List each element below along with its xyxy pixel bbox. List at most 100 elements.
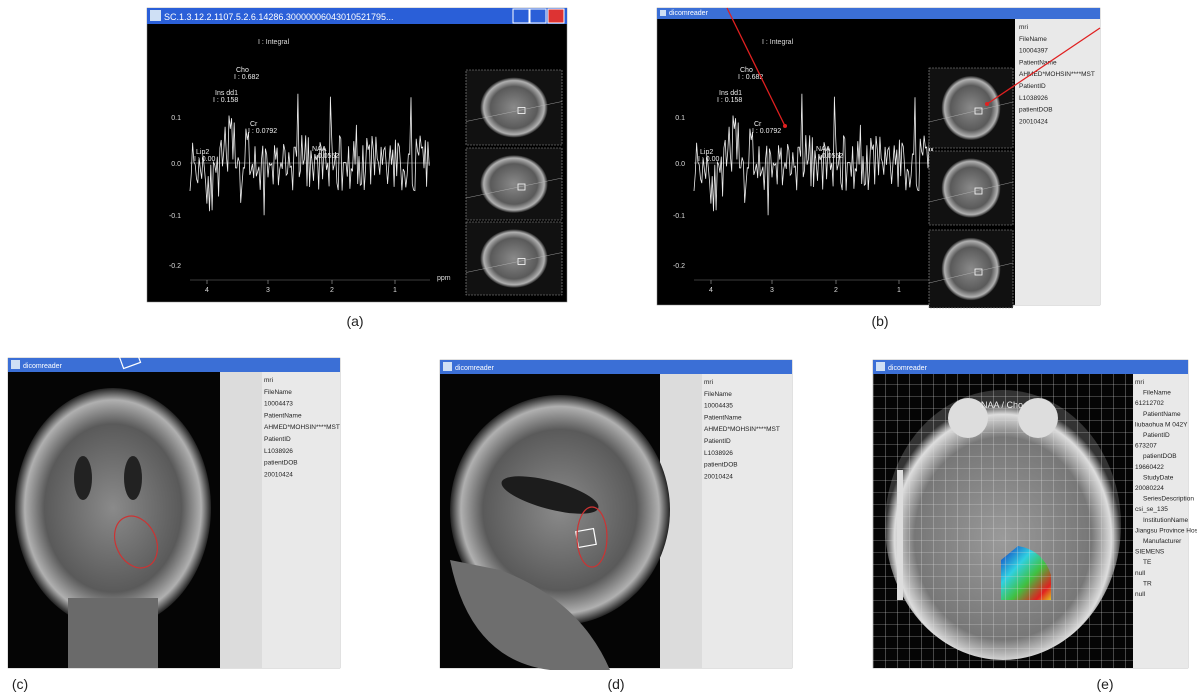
info-text: mri — [704, 379, 713, 386]
info-text: 10004397 — [1019, 48, 1048, 55]
info-panel-gutter — [220, 372, 262, 668]
window-title: dicomreader — [23, 363, 63, 370]
info-text: AHMED*MOHSIN****MST — [704, 426, 780, 433]
window-icon — [660, 10, 666, 16]
peak-integral: I : 0.0792 — [752, 128, 781, 135]
x-tick-label: 1 — [393, 287, 397, 294]
panel-label: (b) — [871, 313, 888, 329]
ventricle — [74, 456, 92, 500]
x-tick-label: 2 — [330, 287, 334, 294]
info-text: patientDOB — [704, 462, 738, 469]
info-text: PatientID — [1019, 83, 1046, 90]
info-text: PatientName — [1143, 411, 1181, 418]
peak-name: Ins dd1 — [215, 90, 238, 97]
arrow-head — [783, 124, 787, 128]
info-text: 20080224 — [1135, 485, 1164, 492]
info-text: 673207 — [1135, 443, 1157, 450]
peak-integral: I : 0.682 — [234, 74, 259, 81]
panel-label: (d) — [607, 676, 624, 692]
y-tick-label: 0.0 — [675, 161, 685, 168]
panel-label: (c) — [12, 676, 28, 692]
peak-name: Cho — [740, 67, 753, 74]
info-text: FileName — [704, 391, 732, 398]
brain-thumbnail — [480, 229, 547, 287]
panel-label: (a) — [346, 313, 363, 329]
arrow-head — [985, 102, 989, 106]
info-text: SIEMENS — [1135, 549, 1165, 556]
window-icon — [150, 10, 161, 21]
info-text: PatientID — [704, 438, 731, 445]
minimize-button[interactable] — [513, 9, 529, 23]
info-text: FileName — [1143, 390, 1171, 397]
info-text: StudyDate — [1143, 474, 1174, 481]
y-tick-label: -0.2 — [169, 263, 181, 270]
info-text: TR — [1143, 580, 1152, 587]
x-unit: ppm — [437, 275, 451, 282]
info-text: mri — [264, 377, 273, 384]
peak-integral: I : 0.00 — [194, 156, 216, 163]
close-button[interactable] — [548, 9, 564, 23]
x-tick-label: 3 — [266, 287, 270, 294]
peak-name: Cho — [236, 67, 249, 74]
info-text: L1038926 — [1019, 95, 1048, 102]
info-text: 20010424 — [704, 473, 733, 480]
info-text: 20010424 — [1019, 118, 1048, 125]
info-text: null — [1135, 570, 1146, 577]
info-text: 20010424 — [264, 471, 293, 478]
info-text: patientDOB — [264, 460, 298, 467]
info-text: csi_se_135 — [1135, 506, 1168, 513]
window-icon — [876, 362, 885, 371]
info-text: patientDOB — [1143, 453, 1177, 460]
figure: SC.1.3.12.2.1107.5.2.6.14286.30000006043… — [0, 0, 1197, 697]
spectrum-heading: I : Integral — [762, 39, 794, 46]
info-text: 10004435 — [704, 403, 733, 410]
csi-grid — [873, 374, 1133, 668]
info-text: PatientID — [1143, 432, 1170, 439]
window-icon — [443, 362, 452, 371]
info-text: FileName — [264, 389, 292, 396]
info-text: 10004473 — [264, 401, 293, 408]
peak-integral: I : 0.158 — [717, 97, 742, 104]
brain-thumbnail — [942, 76, 1001, 140]
screenshot-panel: dicomreader mri FileName 61212702 PatientNam… — [873, 360, 1197, 668]
peak-name: Cr — [754, 121, 762, 128]
y-tick-label: -0.1 — [169, 213, 181, 220]
info-text: 61212702 — [1135, 400, 1164, 407]
panel-label: (e) — [1096, 676, 1113, 692]
screenshot-panel: SC.1.3.12.2.1107.5.2.6.14286.30000006043… — [147, 8, 567, 302]
window-title: dicomreader — [888, 365, 928, 372]
skull — [15, 388, 211, 628]
y-tick-label: 0.1 — [171, 115, 181, 122]
peak-integral: I : 0.0792 — [248, 128, 277, 135]
info-text: mri — [1135, 379, 1144, 386]
peak-name: Ins dd1 — [719, 90, 742, 97]
info-text: InstitutionName — [1143, 517, 1189, 524]
info-text: mri — [1019, 24, 1028, 31]
brain-thumbnail — [480, 155, 547, 213]
brain-thumbnail — [942, 158, 1001, 217]
peak-name: Lip2 — [700, 149, 713, 156]
info-text: AHMED*MOHSIN****MST — [264, 424, 340, 431]
x-tick-label: 3 — [770, 287, 774, 294]
peak-name: NAA — [312, 146, 327, 153]
window-title: dicomreader — [455, 365, 495, 372]
x-tick-label: 1 — [897, 287, 901, 294]
peak-integral: I : 0.0552 — [310, 153, 339, 160]
info-text: liubaohua M 042Y — [1135, 421, 1188, 428]
peak-integral: I : 0.00 — [698, 156, 720, 163]
page: SC.1.3.12.2.1107.5.2.6.14286.30000006043… — [0, 0, 1197, 697]
info-text: L1038926 — [704, 450, 733, 457]
window-title: SC.1.3.12.2.1107.5.2.6.14286.30000006043… — [164, 12, 394, 22]
info-text: Manufacturer — [1143, 538, 1182, 545]
y-tick-label: -0.1 — [673, 213, 685, 220]
content: SC.1.3.12.2.1107.5.2.6.14286.30000006043… — [8, 8, 1197, 692]
info-text: PatientName — [264, 412, 302, 419]
peak-integral: I : 0.158 — [213, 97, 238, 104]
maximize-button[interactable] — [530, 9, 546, 23]
info-text: L1038926 — [264, 448, 293, 455]
screenshot-panel: dicomreadermriFileName10004435PatientNam… — [440, 360, 792, 670]
peak-integral: I : 0.0552 — [814, 153, 843, 160]
window-title: dicomreader — [669, 10, 709, 17]
info-text: PatientID — [264, 436, 291, 443]
y-tick-label: 0.1 — [675, 115, 685, 122]
